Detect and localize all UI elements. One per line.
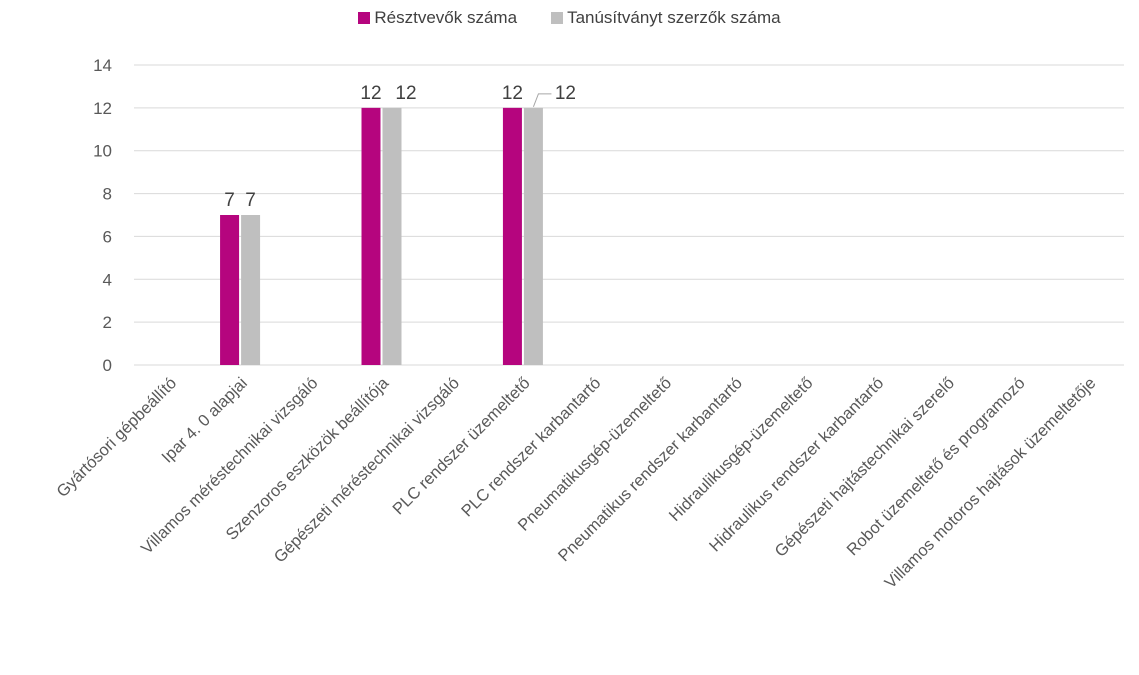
y-tick-label: 10 [93, 142, 112, 161]
legend-item-tanusitvany: Tanúsítványt szerzők száma [551, 8, 781, 28]
y-tick-label: 12 [93, 99, 112, 118]
legend-label-tanusitvany: Tanúsítványt szerzők száma [567, 8, 781, 27]
bar-series0-1 [220, 215, 240, 365]
legend-swatch-tanusitvany [551, 12, 564, 24]
data-label: 12 [555, 83, 576, 104]
data-label: 7 [224, 190, 235, 211]
legend-item-resztvevok: Résztvevők száma [358, 8, 517, 28]
bar-series0-3 [361, 107, 381, 365]
x-category-label: Hidraulikusgép-üzemeltető [666, 374, 817, 525]
y-tick-label: 0 [103, 356, 112, 375]
data-label: 12 [502, 83, 523, 104]
data-label: 12 [395, 83, 416, 104]
y-tick-label: 6 [103, 227, 112, 246]
leader-line [532, 93, 552, 108]
bar-series0-5 [502, 107, 522, 365]
x-category-label: Pneumatikusgép-üzemeltető [515, 374, 676, 535]
x-category-label: PLC rendszer üzemeltető [389, 374, 533, 518]
chart-legend: Résztvevők száma Tanúsítványt szerzők sz… [0, 8, 1139, 28]
y-tick-label: 2 [103, 313, 112, 332]
x-category-label: PLC rendszer karbantartó [458, 374, 604, 520]
y-tick-label: 4 [103, 270, 112, 289]
legend-swatch-resztvevok [358, 12, 371, 24]
data-label: 7 [245, 190, 256, 211]
y-tick-label: 8 [103, 185, 112, 204]
x-category-label: Gyártósori gépbeállító [53, 374, 180, 501]
bar-series1-1 [241, 215, 261, 365]
y-tick-label: 14 [93, 56, 112, 75]
legend-label-resztvevok: Résztvevők száma [374, 8, 518, 27]
bar-series1-3 [382, 107, 402, 365]
data-label: 12 [360, 83, 381, 104]
bar-series1-5 [523, 107, 543, 365]
